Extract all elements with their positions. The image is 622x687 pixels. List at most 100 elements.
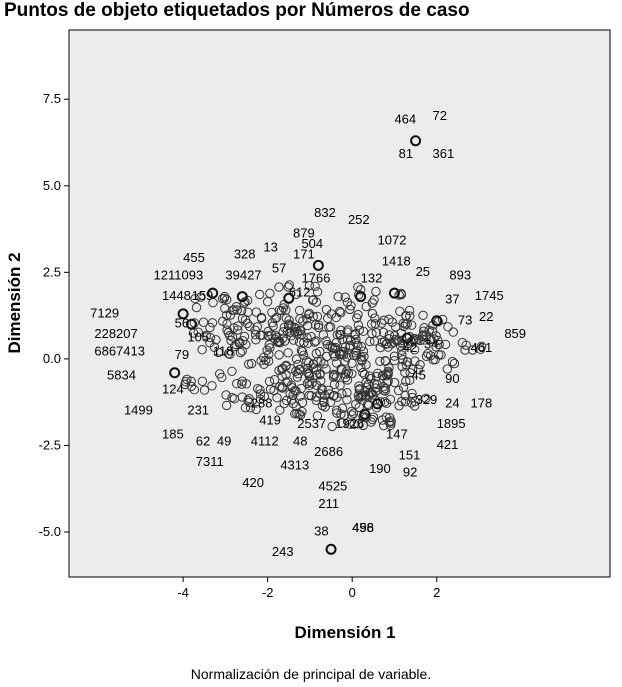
y-tick-label: 5.0 xyxy=(43,178,61,193)
point-label: 159 xyxy=(192,288,214,303)
point-label: 6867413 xyxy=(94,343,145,358)
scatter-point xyxy=(313,356,323,367)
y-axis-title: Dimensión 2 xyxy=(5,252,24,353)
scatter-point xyxy=(319,397,329,408)
scatter-point xyxy=(329,344,340,354)
scatter-point xyxy=(298,316,308,326)
scatter-point xyxy=(269,385,279,396)
scatter-point xyxy=(448,327,459,337)
scatter-point xyxy=(281,305,291,315)
scatter-point xyxy=(197,345,207,355)
plot-area xyxy=(68,29,611,578)
scatter-point xyxy=(279,398,289,409)
scatter-point xyxy=(225,349,235,360)
scatter-point xyxy=(351,399,361,409)
scatter-point xyxy=(227,366,237,377)
scatter-point xyxy=(436,350,446,360)
y-tick-label: 0.0 xyxy=(43,351,61,366)
scatter-point xyxy=(335,349,345,359)
scatter-point xyxy=(353,419,363,429)
point-label: 612 xyxy=(289,285,311,300)
scatter-point xyxy=(382,338,392,349)
point-label: 49 xyxy=(217,433,231,448)
scatter-point xyxy=(269,375,280,385)
scatter-point xyxy=(332,392,342,402)
point-label: 1418 xyxy=(382,253,411,268)
scatter-point xyxy=(295,314,305,324)
scatter-point xyxy=(354,384,365,394)
scatter-points xyxy=(169,135,487,555)
point-label: 42 xyxy=(403,340,417,355)
scatter-point xyxy=(237,376,248,386)
point-label: 190 xyxy=(369,461,391,476)
point-label: 24 xyxy=(445,395,459,410)
scatter-point xyxy=(211,335,221,345)
scatter-point xyxy=(312,287,323,297)
scatter-point xyxy=(186,318,198,330)
scatter-point xyxy=(353,309,363,320)
scatter-point xyxy=(328,372,339,382)
scatter-point xyxy=(379,397,390,407)
scatter-point xyxy=(291,354,302,364)
scatter-point xyxy=(407,364,418,375)
point-label: 45 xyxy=(411,368,425,383)
point-label: 81 xyxy=(399,146,413,161)
scatter-point xyxy=(335,380,345,391)
scatter-point xyxy=(259,391,270,402)
scatter-point xyxy=(186,376,196,386)
scatter-point xyxy=(378,371,388,381)
scatter-point xyxy=(207,381,217,391)
scatter-point xyxy=(302,333,312,343)
scatter-point xyxy=(367,414,378,425)
scatter-point xyxy=(365,373,376,384)
scatter-point xyxy=(292,372,303,382)
scatter-point xyxy=(332,330,342,340)
point-label: 178 xyxy=(471,395,493,410)
scatter-point xyxy=(259,359,269,369)
scatter-point xyxy=(375,342,385,353)
scatter-point xyxy=(393,385,404,396)
scatter-point xyxy=(219,293,230,304)
scatter-point xyxy=(345,304,355,315)
scatter-point xyxy=(355,291,367,303)
scatter-point xyxy=(221,390,231,400)
scatter-point xyxy=(265,343,275,353)
scatter-point xyxy=(430,354,440,365)
point-label: 455 xyxy=(183,250,205,265)
scatter-point xyxy=(419,323,429,333)
scatter-point xyxy=(323,385,334,396)
scatter-point xyxy=(347,368,357,379)
scatter-point xyxy=(190,293,200,304)
scatter-point xyxy=(290,409,300,419)
chart-title: Puntos de objeto etiquetados por Números… xyxy=(4,0,470,21)
scatter-point xyxy=(283,282,293,292)
scatter-point xyxy=(475,344,486,354)
scatter-point xyxy=(368,390,378,400)
scatter-point xyxy=(237,392,247,402)
scatter-point xyxy=(404,375,415,385)
scatter-point xyxy=(296,383,306,394)
scatter-point xyxy=(358,411,369,421)
scatter-point xyxy=(295,325,305,335)
scatter-point xyxy=(367,298,378,308)
x-tick-label: 0 xyxy=(349,585,356,600)
point-label: 151 xyxy=(399,447,421,462)
scatter-point xyxy=(342,366,352,376)
scatter-point xyxy=(367,329,377,339)
scatter-point xyxy=(386,416,396,426)
y-tick-label: -2.5 xyxy=(39,437,61,452)
scatter-point xyxy=(256,356,266,366)
point-label: 39427 xyxy=(225,267,261,282)
point-label: 461 xyxy=(471,340,493,355)
scatter-point xyxy=(255,289,265,300)
scatter-point xyxy=(347,410,357,420)
scatter-point xyxy=(274,350,284,360)
x-axis: -4 -2 0 2 xyxy=(177,577,440,600)
scatter-point xyxy=(336,308,346,318)
point-label: 132 xyxy=(361,271,383,286)
scatter-point xyxy=(400,397,411,407)
point-label: 361 xyxy=(432,146,454,161)
point-label: 90 xyxy=(445,371,459,386)
x-tick-label: 2 xyxy=(433,585,440,600)
